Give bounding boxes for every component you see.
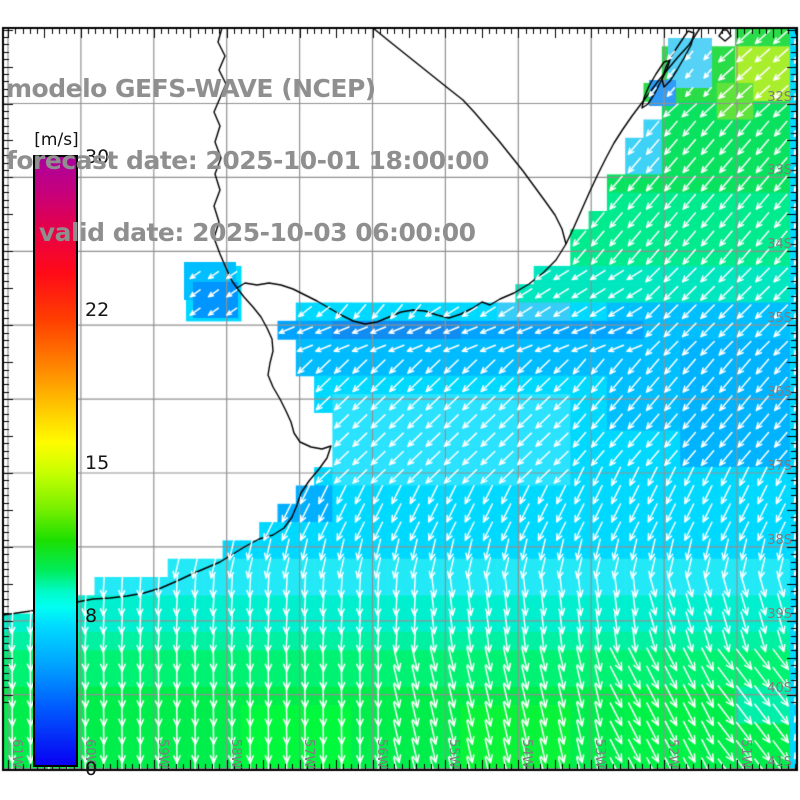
lon-label: 53W (592, 739, 608, 769)
lat-label: 34S (767, 237, 792, 253)
lat-label: 38S (767, 532, 792, 548)
lon-label: 57W (300, 739, 316, 769)
lon-label: 58W (227, 739, 243, 769)
colorbar-value: 0 (85, 758, 98, 780)
colorbar (33, 155, 78, 767)
lon-label: 55W (446, 739, 462, 769)
colorbar-unit-label: [m/s] (34, 130, 79, 150)
lat-label: 37S (767, 459, 792, 474)
colorbar-value: 22 (85, 299, 110, 321)
colorbar-value: 8 (85, 605, 98, 627)
lon-label: 61W (9, 739, 24, 769)
lat-label: 35S (767, 311, 792, 327)
lon-label: 52W (665, 739, 681, 769)
lon-label: 54W (519, 739, 535, 769)
lat-label: 40S (767, 680, 792, 696)
lat-label: 32S (767, 89, 792, 105)
lat-label: 39S (767, 606, 792, 622)
colorbar-value: 30 (85, 146, 110, 168)
lon-label: 56W (373, 739, 389, 769)
lat-label: 41S (767, 754, 792, 770)
colorbar-value: 15 (85, 452, 110, 474)
lon-label: 59W (154, 739, 170, 769)
lat-label: 33S (767, 163, 792, 179)
lat-label: 36S (767, 385, 792, 401)
lon-label: 51W (738, 739, 753, 769)
